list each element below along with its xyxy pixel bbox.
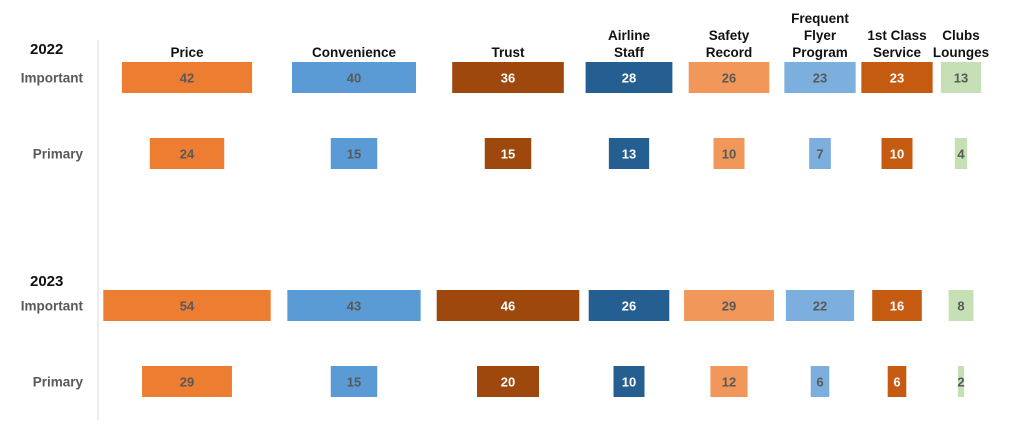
bar-value-label: 13 [954, 71, 968, 86]
bar [287, 290, 421, 321]
bar [330, 138, 378, 169]
year-labels: 2022 2023 [30, 41, 63, 290]
category-label: Safety [709, 28, 750, 43]
bar [940, 62, 982, 93]
bar [149, 138, 225, 169]
bar-value-label: 10 [722, 147, 736, 162]
bar [477, 366, 539, 397]
bar-value-label: 12 [722, 375, 736, 390]
category-label: Airline [608, 28, 651, 43]
category-labels: Price Convenience Trust Airline Staff Safety R… [170, 11, 989, 60]
bar [872, 290, 922, 321]
year-label: 2022 [30, 41, 63, 58]
bar [887, 366, 907, 397]
bar [484, 138, 532, 169]
category-label: Program [792, 45, 848, 60]
bar [710, 366, 748, 397]
bar [784, 62, 856, 93]
category-label: Staff [614, 45, 645, 60]
bar [954, 138, 968, 169]
row-label: Important [21, 299, 84, 314]
bar-value-label: 23 [890, 71, 904, 86]
bar-value-label: 6 [893, 375, 900, 390]
bar [957, 366, 965, 397]
bar-value-label: 54 [180, 299, 195, 314]
bar-value-label: 43 [347, 299, 361, 314]
bar [713, 138, 745, 169]
bar-value-label: 29 [722, 299, 736, 314]
bar-value-label: 7 [816, 147, 823, 162]
bar [452, 62, 564, 93]
bar [103, 290, 271, 321]
bar [948, 290, 974, 321]
category-label: Record [706, 45, 753, 60]
bar [436, 290, 580, 321]
category-label: Frequent [791, 11, 849, 26]
category-label: Trust [491, 45, 525, 60]
category-label: 1st Class [867, 28, 926, 43]
row-label: Important [21, 71, 84, 86]
bar-value-label: 10 [622, 375, 636, 390]
bar [292, 62, 416, 93]
bar-value-label: 26 [622, 299, 636, 314]
bar [881, 138, 913, 169]
bar [861, 62, 933, 93]
bar-value-label: 13 [622, 147, 636, 162]
bar-value-label: 40 [347, 71, 361, 86]
bar-value-label: 46 [501, 299, 515, 314]
bar-value-label: 26 [722, 71, 736, 86]
category-label: Convenience [312, 45, 397, 60]
row-labels: Important Primary Important Primary [21, 71, 84, 390]
bar-value-label: 29 [180, 375, 194, 390]
bar-value-label: 42 [180, 71, 194, 86]
bar [810, 366, 830, 397]
bar-value-label: 4 [957, 147, 965, 162]
bar-value-label: 2 [957, 375, 964, 390]
bar-value-label: 6 [816, 375, 823, 390]
row-label: Primary [33, 147, 84, 162]
bar [785, 290, 855, 321]
row-label: Primary [33, 375, 84, 390]
category-label: Price [170, 45, 204, 60]
category-label: Service [873, 45, 922, 60]
bar [121, 62, 253, 93]
bar [330, 366, 378, 397]
bar [142, 366, 232, 397]
bar-value-label: 15 [347, 147, 361, 162]
bar-value-label: 15 [501, 147, 515, 162]
bar-value-label: 10 [890, 147, 904, 162]
bar-value-label: 15 [347, 375, 361, 390]
bar-value-label: 36 [501, 71, 515, 86]
bar-value-label: 16 [890, 299, 904, 314]
bar [684, 290, 774, 321]
bar [585, 62, 673, 93]
bar-value-label: 8 [957, 299, 964, 314]
bar-value-label: 23 [813, 71, 827, 86]
category-label: Lounges [933, 45, 989, 60]
bar-value-label: 22 [813, 299, 827, 314]
bar-value-label: 28 [622, 71, 636, 86]
category-label: Flyer [804, 28, 837, 43]
bar [809, 138, 831, 169]
bar [608, 138, 650, 169]
bar-value-label: 20 [501, 375, 515, 390]
bar [588, 290, 670, 321]
bar-value-label: 24 [180, 147, 195, 162]
year-label: 2023 [30, 273, 63, 290]
bar [688, 62, 770, 93]
category-label: Clubs [942, 28, 980, 43]
bar [613, 366, 645, 397]
